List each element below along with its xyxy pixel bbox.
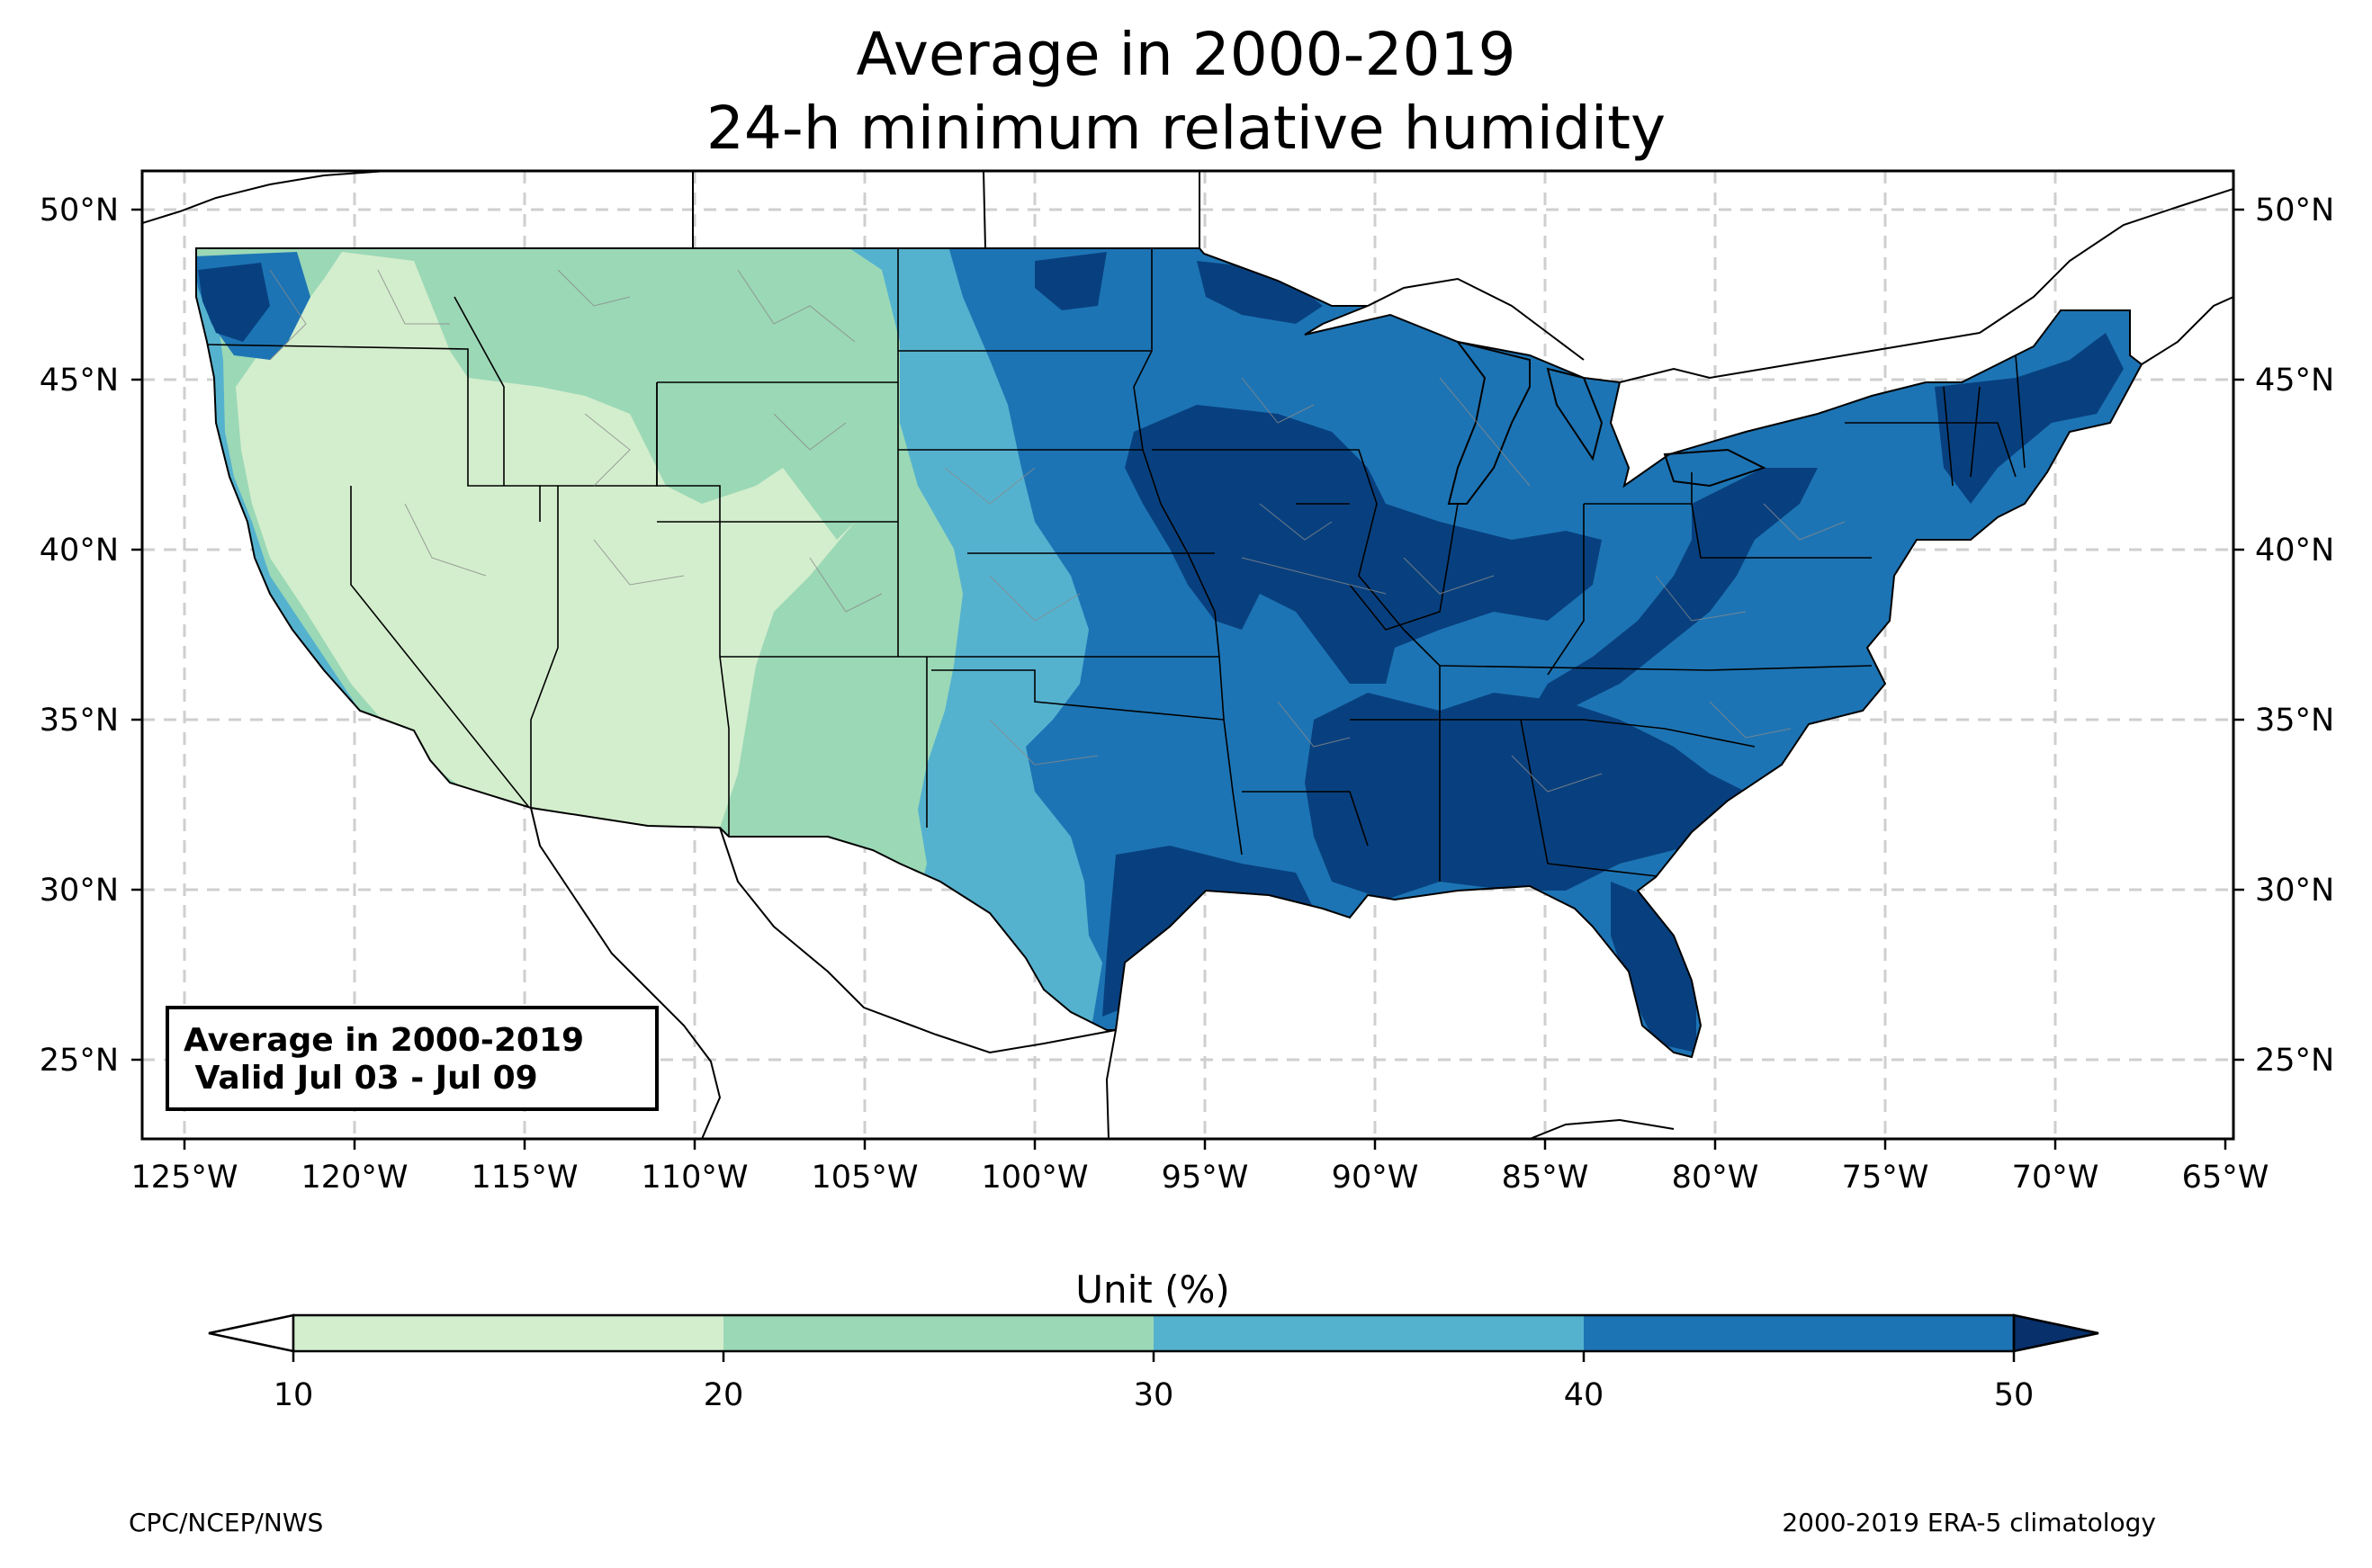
lat-label: 35°N xyxy=(2255,703,2334,739)
lon-label: 65°W xyxy=(2182,1160,2269,1196)
us-outline xyxy=(195,247,2143,1059)
lat-label: 25°N xyxy=(2255,1043,2334,1079)
shade-mn-darkest xyxy=(1035,252,1107,310)
colorbar-tick: 10 xyxy=(274,1377,314,1413)
lat-label: 40°N xyxy=(40,533,119,569)
colorbar-under-arrow xyxy=(208,1313,295,1353)
lon-label: 125°W xyxy=(131,1160,238,1196)
shade-northeast-darkest xyxy=(1935,333,2124,504)
valid-box-line1: Average in 2000-2019 xyxy=(184,1022,585,1059)
lat-label: 25°N xyxy=(40,1043,119,1079)
tick-marks xyxy=(131,208,2244,1150)
shade-lakes-darkest xyxy=(1197,261,1323,324)
map-title-line2: 24-h minimum relative humidity xyxy=(705,94,1667,163)
lon-label: 95°W xyxy=(1162,1160,1249,1196)
lon-label: 80°W xyxy=(1672,1160,1759,1196)
shade-gulf-darkest xyxy=(1102,846,1314,1017)
colorbar: Unit (%) 10 20 30 40 50 xyxy=(208,1268,2099,1413)
boundaries xyxy=(142,171,2233,1139)
lon-label: 70°W xyxy=(2012,1160,2099,1196)
colorbar-segment xyxy=(293,1315,723,1351)
lon-labels: 125°W 120°W 115°W 110°W 105°W 100°W 95°W… xyxy=(131,1160,2269,1196)
lon-label: 90°W xyxy=(1332,1160,1419,1196)
lon-label: 85°W xyxy=(1502,1160,1589,1196)
colorbar-label: Unit (%) xyxy=(1075,1268,1230,1312)
shade-florida-darkest xyxy=(1611,882,1696,1053)
lat-label: 45°N xyxy=(2255,363,2334,399)
lon-label: 120°W xyxy=(301,1160,409,1196)
colorbar-tick: 50 xyxy=(1994,1377,2035,1413)
humidity-shading xyxy=(196,248,2142,1057)
lat-labels-right: 50°N 45°N 40°N 35°N 30°N 25°N xyxy=(2255,193,2334,1079)
map-title-line1: Average in 2000-2019 xyxy=(856,20,1516,89)
division-borders xyxy=(269,269,1846,793)
shade-nw-darkest xyxy=(198,263,270,342)
lon-label: 100°W xyxy=(982,1160,1089,1196)
credit-source: CPC/NCEP/NWS xyxy=(129,1508,324,1537)
colorbar-segment xyxy=(723,1315,1154,1351)
lat-label: 30°N xyxy=(2255,873,2334,909)
lat-label: 40°N xyxy=(2255,533,2334,569)
shade-10-20 xyxy=(236,252,855,837)
lat-label: 45°N xyxy=(40,363,119,399)
lat-labels-left: 50°N 45°N 40°N 35°N 30°N 25°N xyxy=(40,193,119,1079)
map-frame xyxy=(140,169,2235,1141)
colorbar-tick: 30 xyxy=(1134,1377,1174,1413)
credit-climatology: 2000-2019 ERA-5 climatology xyxy=(1782,1508,2156,1537)
lon-label: 110°W xyxy=(642,1160,749,1196)
colorbar-over-arrow xyxy=(2012,1313,2099,1353)
lat-label: 50°N xyxy=(40,193,119,228)
colorbar-segment xyxy=(1584,1315,2014,1351)
lon-label: 115°W xyxy=(472,1160,579,1196)
state-borders xyxy=(206,248,2026,882)
shade-southeast-darkest xyxy=(1305,693,1746,900)
valid-box-line2: Valid Jul 03 - Jul 09 xyxy=(184,1060,538,1098)
shade-midwest-darkest xyxy=(1125,405,1602,684)
colorbar-segment xyxy=(1154,1315,1584,1351)
colorbar-tick: 40 xyxy=(1564,1377,1604,1413)
valid-period-box: Average in 2000-2019 Valid Jul 03 - Jul … xyxy=(166,1006,659,1111)
colorbar-tick: 20 xyxy=(704,1377,744,1413)
lon-label: 75°W xyxy=(1842,1160,1929,1196)
lon-label: 105°W xyxy=(812,1160,919,1196)
shade-appalachian-darkest xyxy=(1521,468,1818,729)
lat-label: 35°N xyxy=(40,703,119,739)
lat-label: 50°N xyxy=(2255,193,2334,228)
lat-label: 30°N xyxy=(40,873,119,909)
